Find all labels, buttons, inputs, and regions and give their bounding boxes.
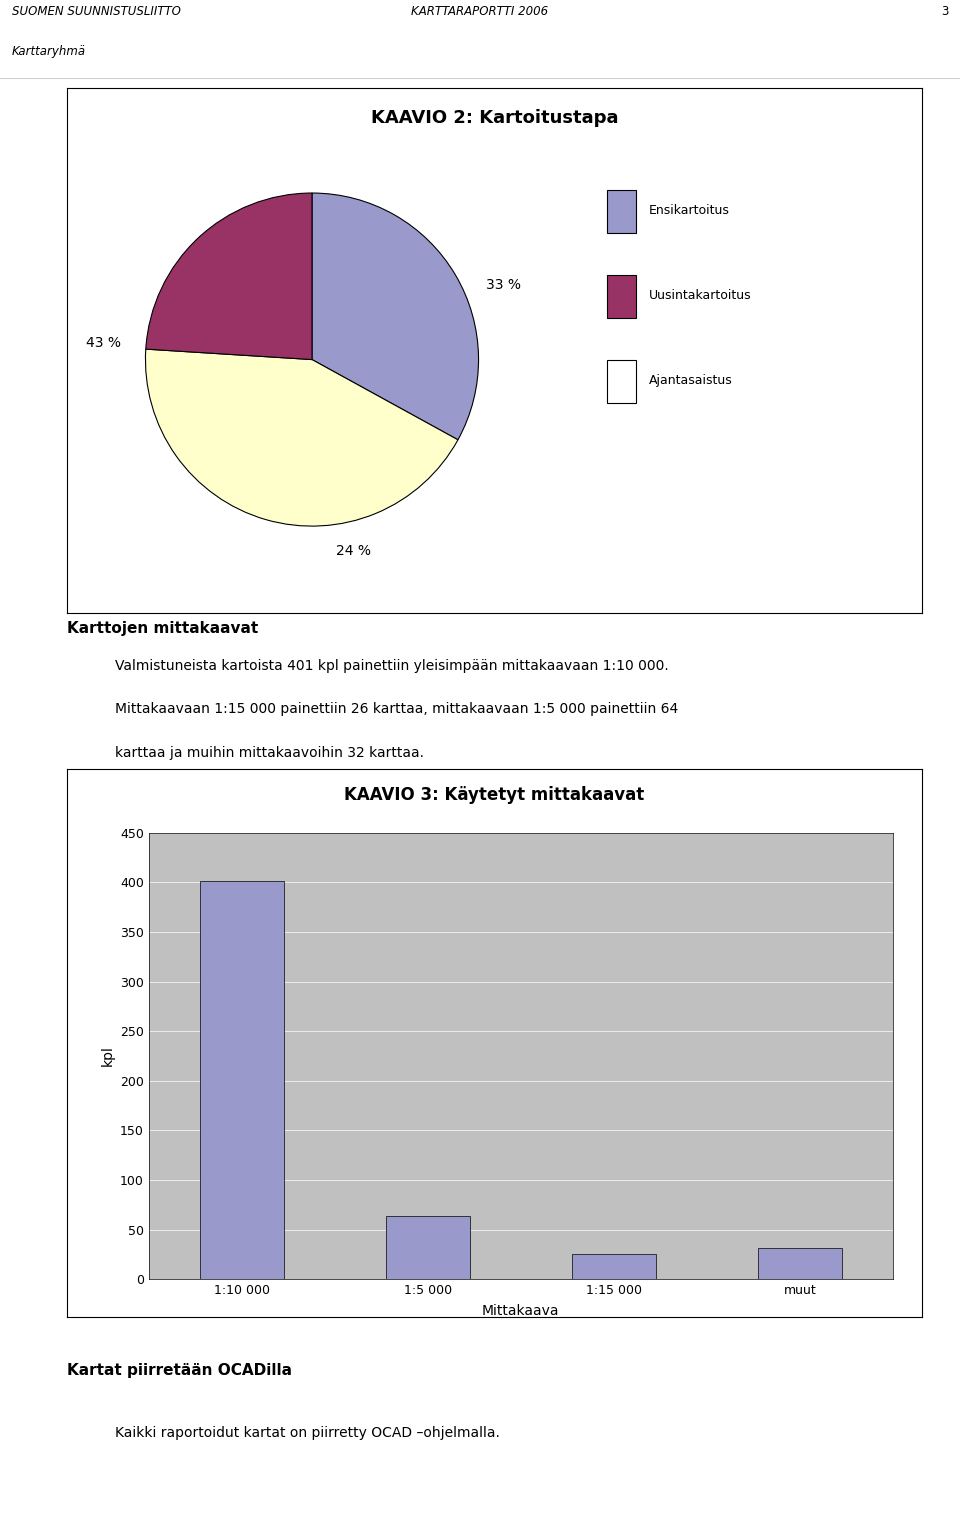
Wedge shape <box>312 192 478 439</box>
X-axis label: Mittakaava: Mittakaava <box>482 1304 560 1319</box>
Wedge shape <box>146 192 312 359</box>
Text: Uusintakartoitus: Uusintakartoitus <box>649 289 752 301</box>
Text: Kartat piirretään OCADilla: Kartat piirretään OCADilla <box>67 1363 292 1378</box>
Bar <box>200 881 283 1279</box>
Text: 24 %: 24 % <box>336 544 372 559</box>
Text: Valmistuneista kartoista 401 kpl painettiin yleisimpään mittakaavaan 1:10 000.: Valmistuneista kartoista 401 kpl painett… <box>115 659 668 672</box>
Text: karttaa ja muihin mittakaavoihin 32 karttaa.: karttaa ja muihin mittakaavoihin 32 kart… <box>115 746 423 760</box>
Text: SUOMEN SUUNNISTUSLIITTO: SUOMEN SUUNNISTUSLIITTO <box>12 5 180 18</box>
Text: Kaikki raportoidut kartat on piirretty OCAD –ohjelmalla.: Kaikki raportoidut kartat on piirretty O… <box>115 1426 499 1440</box>
Bar <box>386 1216 469 1279</box>
FancyBboxPatch shape <box>608 189 636 233</box>
Text: Ensikartoitus: Ensikartoitus <box>649 204 730 217</box>
Text: 33 %: 33 % <box>486 277 521 292</box>
Text: Karttaryhmä: Karttaryhmä <box>12 45 85 59</box>
Text: Mittakaavaan 1:15 000 painettiin 26 karttaa, mittakaavaan 1:5 000 painettiin 64: Mittakaavaan 1:15 000 painettiin 26 kart… <box>115 702 678 716</box>
Text: 3: 3 <box>941 5 948 18</box>
Y-axis label: kpl: kpl <box>101 1046 114 1066</box>
Text: Ajantasaistus: Ajantasaistus <box>649 374 732 386</box>
Bar <box>758 1248 842 1279</box>
Text: Karttojen mittakaavat: Karttojen mittakaavat <box>67 621 258 636</box>
Text: 43 %: 43 % <box>86 336 121 350</box>
FancyBboxPatch shape <box>608 274 636 318</box>
Text: KAAVIO 2: Kartoitustapa: KAAVIO 2: Kartoitustapa <box>371 109 618 127</box>
Text: KARTTARAPORTTI 2006: KARTTARAPORTTI 2006 <box>412 5 548 18</box>
FancyBboxPatch shape <box>608 360 636 403</box>
Bar <box>572 1254 656 1279</box>
Wedge shape <box>146 350 458 525</box>
Text: KAAVIO 3: Käytetyt mittakaavat: KAAVIO 3: Käytetyt mittakaavat <box>345 786 644 804</box>
